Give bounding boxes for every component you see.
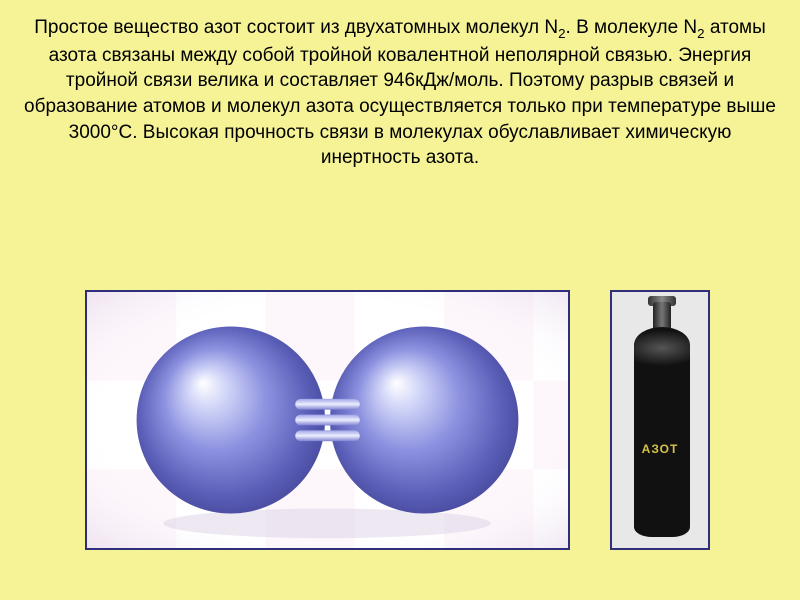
molecule-figure <box>85 290 570 550</box>
main-paragraph: Простое вещество азот состоит из двухато… <box>0 0 800 181</box>
figure-row: АЗОТ <box>0 290 800 580</box>
n2-molecule-svg <box>87 292 568 548</box>
gas-cylinder-figure: АЗОТ <box>610 290 710 550</box>
gas-cylinder-body <box>634 327 690 537</box>
cylinder-label: АЗОТ <box>642 442 679 456</box>
paragraph-text: Простое вещество азот состоит из двухато… <box>24 17 776 168</box>
